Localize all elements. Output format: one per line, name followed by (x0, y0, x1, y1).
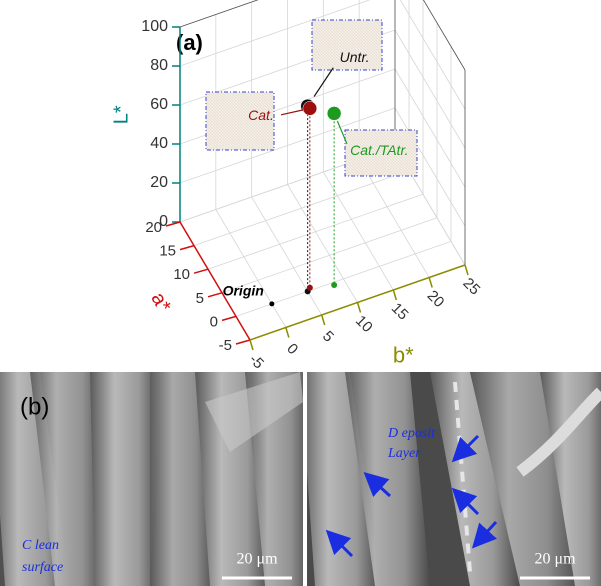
x-tick-label: 10 (173, 266, 190, 283)
page: {"chart_data": {"type": "scatter3d", "pa… (0, 0, 601, 586)
y-tick-label: 20 (424, 287, 448, 311)
tick-mark (429, 278, 432, 288)
annotation: Layer (387, 446, 421, 461)
z-tick-label: 40 (150, 135, 168, 152)
floor-point (307, 285, 313, 291)
z-tick-label: 20 (150, 174, 168, 191)
y-tick-label: 5 (319, 328, 337, 346)
tick-mark (208, 293, 222, 297)
z-tick-label: 100 (141, 18, 168, 35)
y-tick-label: -5 (246, 351, 267, 372)
point-label: Cat. (248, 107, 274, 123)
z-axis-title: L* (110, 105, 132, 124)
z-tick-label: 60 (150, 96, 168, 113)
x-axis-title: a* (146, 289, 175, 317)
tick-mark (322, 315, 325, 325)
x-tick-label: -5 (219, 337, 232, 354)
tick-mark (236, 340, 250, 344)
sem-panel: (b) C lean surface D eposit Layer 20 μm … (0, 372, 601, 586)
y-tick-label: 0 (283, 340, 301, 358)
chart: (a) 020406080100-505101520-50510152025L*… (0, 0, 601, 372)
point (303, 101, 317, 115)
point-label: Untr. (340, 49, 370, 65)
point (269, 301, 274, 306)
annotation: D eposit (387, 426, 436, 441)
tick-mark (465, 265, 468, 275)
x-tick-label: 15 (159, 243, 176, 260)
scale-label: 20 μm (236, 551, 278, 568)
point-label: Cat./TAtr. (350, 142, 408, 158)
grid-line (395, 0, 465, 109)
tick-mark (180, 246, 194, 250)
grid-line (288, 185, 358, 303)
x-tick-label: 0 (210, 313, 218, 330)
grid-line (359, 160, 429, 278)
tick-mark (286, 328, 289, 338)
y-tick-label: 10 (352, 312, 376, 336)
y-tick-label: 25 (459, 275, 483, 299)
y-axis-title: b* (393, 343, 414, 368)
annotation: C lean (22, 538, 59, 553)
tick-mark (393, 290, 396, 300)
tick-mark (194, 269, 208, 273)
box-edge (395, 0, 465, 70)
tick-mark (358, 303, 361, 313)
tick-mark (222, 316, 236, 320)
annotation: surface (22, 560, 63, 575)
panel-label: (b) (20, 393, 49, 420)
x-tick-label: 5 (196, 290, 204, 307)
grid-line (216, 210, 286, 328)
point (327, 106, 341, 120)
y-tick-label: 15 (388, 300, 412, 324)
x-tick-label: 20 (145, 219, 162, 236)
tick-mark (250, 340, 253, 350)
scale-label: 20 μm (534, 551, 576, 568)
leader (281, 110, 303, 115)
floor-point (331, 282, 337, 288)
point-label: Origin (223, 283, 264, 299)
z-tick-label: 80 (150, 57, 168, 74)
